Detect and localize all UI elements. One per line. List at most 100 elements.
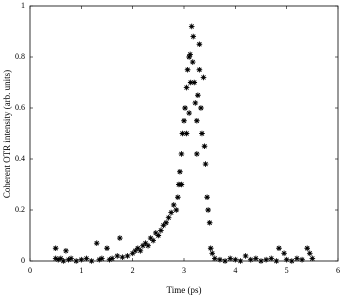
data-point [142,240,149,246]
data-point [268,255,275,262]
data-point [78,256,85,263]
data-point [117,235,123,241]
data-point [168,209,174,216]
y-tick-label: 0 [21,256,25,265]
data-point [178,151,185,157]
x-tick-label: 2 [131,266,135,275]
data-point [207,245,214,252]
data-point [188,23,195,30]
data-point [135,245,141,252]
y-tick-label: 0.8 [15,52,25,61]
data-point [283,256,290,263]
data-point [109,255,115,262]
data-point [114,253,121,259]
data-point [200,74,207,81]
data-point [183,130,190,137]
data-point [152,230,159,236]
data-point [52,255,59,262]
data-point [52,245,59,252]
data-point [232,256,239,263]
data-point [276,245,282,252]
x-axis-title: Time (ps) [167,285,202,295]
data-point [199,130,205,137]
y-tick-label: 0.6 [15,103,25,112]
data-point [96,256,103,263]
data-point [65,256,72,263]
data-point [212,255,218,262]
data-point [187,51,193,58]
data-point [190,33,197,40]
data-point [204,194,210,201]
data-point [205,207,211,213]
data-point [55,256,62,263]
data-point [186,54,192,60]
data-point [173,207,180,213]
data-point [83,255,90,262]
data-point [99,255,105,262]
data-point [201,143,208,150]
data-point [253,255,259,262]
x-tick-label: 1 [79,266,83,275]
data-point [68,255,74,262]
data-point [281,250,287,257]
data-point [184,66,191,73]
data-point [119,254,126,260]
data-point [209,250,216,257]
data-point [191,79,198,86]
data-point [181,117,187,124]
data-point [158,227,164,234]
data-point [288,258,295,264]
data-point [160,222,167,229]
data-point [183,84,190,91]
data-point [196,66,203,73]
data-point [206,219,213,226]
data-point [137,248,144,254]
y-axis-title: Coherent OTR intensity (arb. units) [2,70,12,198]
data-point [196,41,203,48]
data-point [202,161,209,167]
data-point [263,256,269,263]
data-point [132,248,139,254]
data-point [237,258,244,264]
data-point [175,194,181,201]
data-point [140,242,146,249]
data-point [306,250,313,257]
y-tick-label: 1 [21,1,25,10]
data-point [129,250,136,257]
data-point [273,258,280,264]
data-point [227,255,233,262]
data-point [222,258,228,264]
data-point [192,100,199,106]
data-point [147,235,154,241]
x-tick-label: 3 [182,266,186,275]
data-point [304,245,311,252]
data-point [165,214,172,221]
y-tick-label: 0.2 [15,205,25,214]
x-tick-label: 0 [28,266,32,275]
data-point [170,202,177,208]
data-point [179,130,186,137]
data-point [189,59,196,65]
data-point [217,256,223,263]
data-point [198,105,204,111]
x-tick-label: 6 [336,266,340,275]
data-point [194,117,200,124]
data-point [106,256,113,263]
data-point [73,258,79,264]
data-point [194,151,200,157]
data-point [186,110,192,116]
data-point [258,258,264,264]
data-point [104,245,110,252]
data-point [124,253,131,259]
data-point [187,79,194,86]
data-point [299,256,305,263]
data-point [88,258,95,264]
data-point [57,255,64,262]
data-point [182,105,188,111]
data-point [93,240,100,246]
x-tick-label: 5 [285,266,289,275]
data-point [294,255,300,262]
data-point [163,219,169,226]
data-point [247,256,254,263]
